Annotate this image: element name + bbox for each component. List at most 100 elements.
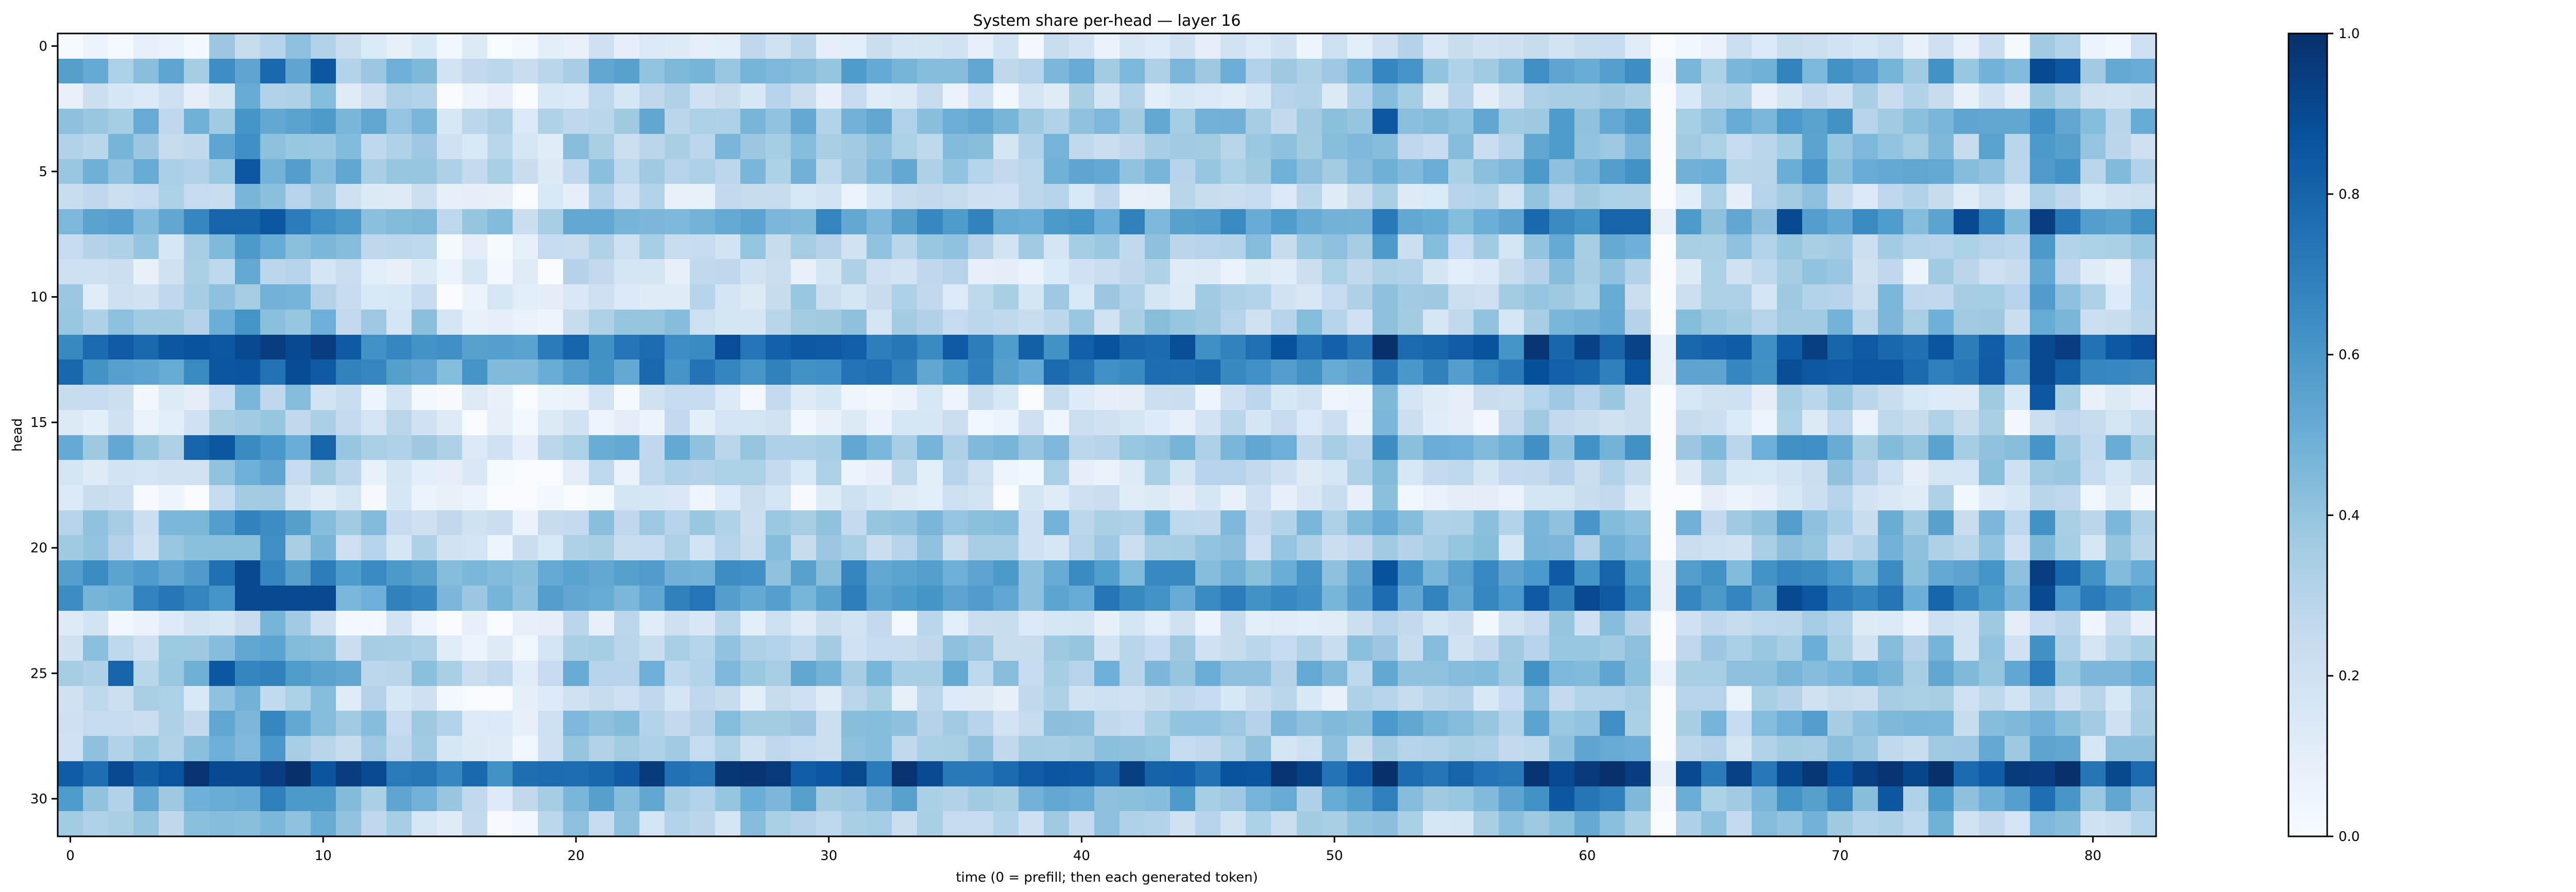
heatmap-cell [639,560,665,586]
heatmap-cell [285,109,311,134]
heatmap-cell [1676,134,1701,159]
heatmap-cell [285,410,311,435]
heatmap-cell [1777,33,1802,59]
heatmap-cell [437,586,462,611]
heatmap-cell [1903,33,1928,59]
heatmap-cell [1651,811,1676,836]
heatmap-cell [1928,385,1954,410]
heatmap-cell [1979,485,2005,510]
heatmap-cell [1549,636,1574,661]
heatmap-cell [1195,686,1221,711]
heatmap-cell [1777,209,1802,234]
heatmap-cell [361,335,386,359]
heatmap-cell [1549,184,1574,209]
heatmap-cell [1676,560,1701,586]
heatmap-cell [715,435,740,460]
heatmap-cell [766,611,791,636]
heatmap-cell [462,535,487,560]
heatmap-cell [1322,33,1347,59]
heatmap-cell [83,284,108,310]
heatmap-cell [766,109,791,134]
heatmap-cell [1448,385,1473,410]
heatmap-cell [1853,159,1878,184]
heatmap-cell [1195,485,1221,510]
heatmap-cell [285,33,311,59]
heatmap-cell [1044,159,1069,184]
heatmap-cell [1979,359,2005,385]
heatmap-cell [1221,611,1246,636]
heatmap-cell [1347,83,1372,109]
heatmap-cell [1777,335,1802,359]
heatmap-cell [1802,335,1827,359]
heatmap-cell [487,134,513,159]
heatmap-cell [487,611,513,636]
heatmap-cell [513,761,538,786]
heatmap-cell [892,736,917,761]
heatmap-cell [1954,33,1979,59]
heatmap-cell [614,510,639,535]
heatmap-cell [1221,485,1246,510]
heatmap-cell [285,686,311,711]
heatmap-cell [791,335,816,359]
heatmap-cell [513,184,538,209]
heatmap-cell [1549,209,1574,234]
heatmap-cell [1726,59,1752,83]
heatmap-cell [690,83,715,109]
heatmap-cell [2131,636,2156,661]
heatmap-cell [209,761,235,786]
heatmap-cell [1549,359,1574,385]
heatmap-cell [589,460,614,485]
heatmap-cell [1297,611,1322,636]
heatmap-cell [614,535,639,560]
heatmap-cell [841,134,867,159]
heatmap-cell [1473,359,1499,385]
heatmap-cell [1120,611,1145,636]
heatmap-cell [1271,83,1297,109]
heatmap-cell [2080,661,2106,686]
heatmap-cell [791,435,816,460]
heatmap-cell [1574,736,1600,761]
heatmap-cell [1928,560,1954,586]
heatmap-cell [1625,535,1651,560]
heatmap-cell [58,33,83,59]
heatmap-cell [563,410,589,435]
colorbar-ticks: 0.00.20.40.60.81.0 [2327,26,2360,845]
heatmap-cell [968,109,993,134]
heatmap-cell [1600,736,1625,761]
heatmap-cell [791,560,816,586]
heatmap-cell [968,761,993,786]
heatmap-cell [412,636,437,661]
heatmap-cell [538,33,563,59]
heatmap-cell [1954,59,1979,83]
heatmap-cell [1676,736,1701,761]
heatmap-cell [639,485,665,510]
heatmap-cell [614,686,639,711]
heatmap-cell [487,33,513,59]
heatmap-cell [1145,686,1170,711]
heatmap-cell [2106,385,2131,410]
heatmap-cell [235,460,260,485]
heatmap-cell [1499,234,1524,259]
heatmap-cell [1221,811,1246,836]
heatmap-cell [1473,109,1499,134]
heatmap-cell [1853,711,1878,736]
heatmap-cell [513,83,538,109]
heatmap-cell [2055,636,2080,661]
heatmap-cell [1170,134,1195,159]
heatmap-cell [1170,736,1195,761]
heatmap-cell [563,184,589,209]
heatmap-cell [867,109,892,134]
heatmap-cell [1246,736,1271,761]
heatmap-cell [1802,259,1827,284]
heatmap-cell [740,184,766,209]
heatmap-cell [1423,310,1448,335]
heatmap-cell [1903,586,1928,611]
heatmap-cell [690,134,715,159]
heatmap-cell [336,335,361,359]
heatmap-cell [1448,636,1473,661]
heatmap-cell [1802,686,1827,711]
heatmap-cell [1145,259,1170,284]
heatmap-cell [1473,560,1499,586]
heatmap-cell [285,510,311,535]
heatmap-cell [917,234,943,259]
